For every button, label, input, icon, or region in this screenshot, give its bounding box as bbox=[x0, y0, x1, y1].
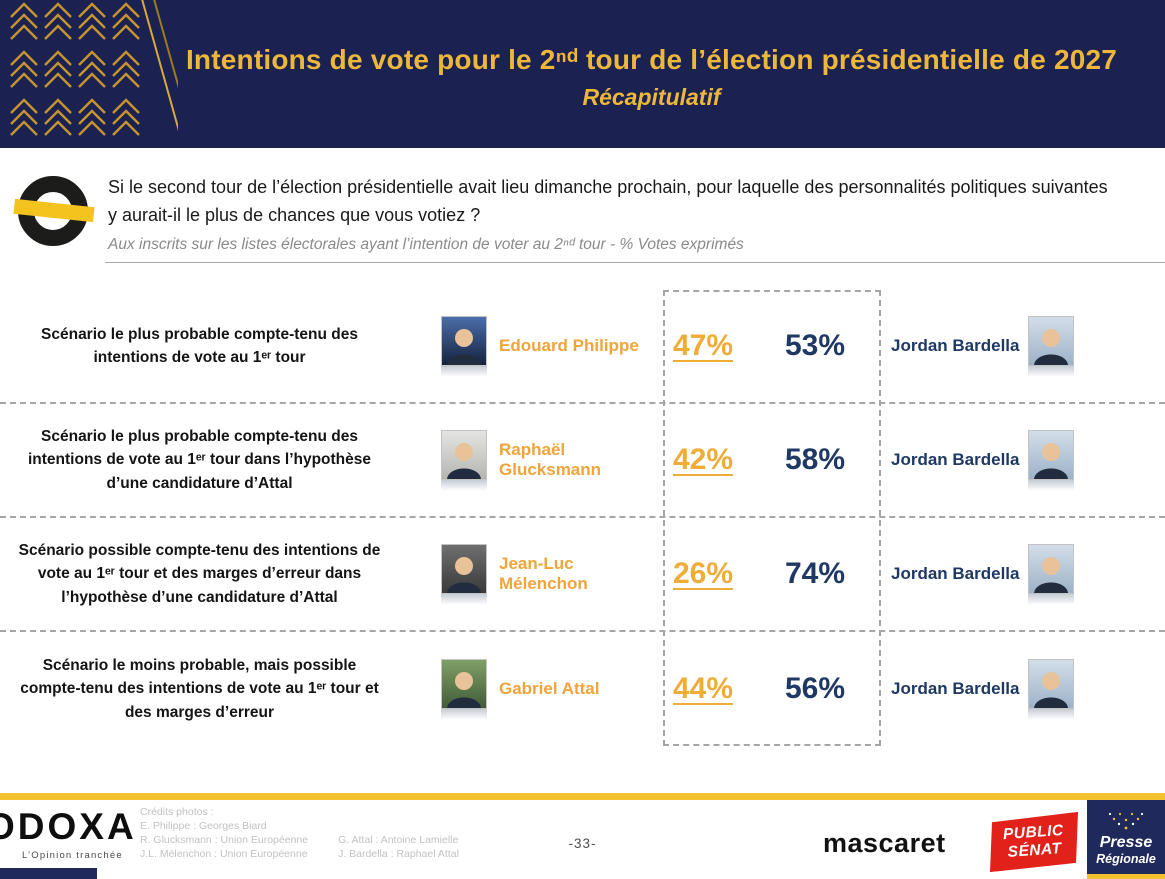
candidate-name-right: Jordan Bardella bbox=[891, 450, 1020, 469]
page-subtitle: Récapitulatif bbox=[582, 83, 721, 110]
candidate-name-left: Jean-Luc Mélenchon bbox=[499, 554, 588, 593]
header-titles: Intentions de vote pour le 2ⁿᵈ tour de l… bbox=[178, 0, 1165, 148]
photo-reflection bbox=[1028, 365, 1074, 377]
candidate-photo-right bbox=[1028, 429, 1074, 491]
candidate-photo-right bbox=[1028, 543, 1074, 605]
mascaret-logo: mascaret bbox=[823, 828, 946, 858]
candidate-pct-left: 42% bbox=[672, 443, 734, 476]
candidate-pct-right: 58% bbox=[784, 443, 846, 476]
credit-line: J. Bardella : Raphael Attal bbox=[338, 847, 459, 860]
credits-title: Crédits photos : bbox=[140, 806, 214, 818]
credit-line: R. Glucksmann : Union Européenne bbox=[140, 833, 309, 846]
credit-line: G. Attal : Antoine Lamielle bbox=[338, 834, 459, 846]
scenario-label: Scénario possible compte-tenu des intent… bbox=[18, 542, 381, 606]
credit-line: E. Philippe : Georges Biard bbox=[140, 819, 267, 832]
photo-reflection bbox=[441, 593, 487, 605]
bottom-right-gold-strip bbox=[1087, 874, 1165, 879]
scenario-label: Scénario le plus probable compte-tenu de… bbox=[41, 325, 358, 366]
photo-reflection bbox=[441, 708, 487, 720]
public-senat-line2: SÉNAT bbox=[1007, 840, 1063, 861]
candidate-photo-right bbox=[1028, 315, 1074, 377]
presse-regionale-line2: Régionale bbox=[1096, 852, 1156, 866]
scenario-label: Scénario le plus probable compte-tenu de… bbox=[27, 428, 372, 492]
photo-reflection bbox=[1028, 708, 1074, 720]
question-texts: Si le second tour de l’élection présiden… bbox=[108, 172, 1118, 254]
page-number: -33- bbox=[568, 836, 597, 851]
scenario-label: Scénario le moins probable, mais possibl… bbox=[20, 657, 379, 721]
results-table: Scénario le plus probable compte-tenu de… bbox=[0, 290, 1165, 746]
matchup-row-1: Scénario le plus probable compte-tenu de… bbox=[0, 290, 1165, 404]
question-note: Aux inscrits sur les listes électorales … bbox=[108, 235, 744, 253]
candidate-pct-right: 53% bbox=[784, 329, 846, 362]
candidate-photo-left bbox=[441, 543, 487, 605]
question-text: Si le second tour de l’élection présiden… bbox=[108, 177, 1108, 225]
footer-gold-bar bbox=[0, 793, 1165, 800]
candidate-name-left: Edouard Philippe bbox=[499, 336, 639, 355]
odoxa-logo-text: ODOXA bbox=[0, 806, 137, 847]
public-senat-logo: PUBLIC SÉNAT bbox=[986, 812, 1082, 872]
header-banner: Intentions de vote pour le 2ⁿᵈ tour de l… bbox=[0, 0, 1165, 148]
candidate-pct-left: 47% bbox=[672, 329, 734, 362]
photo-credits: Crédits photos : E. Philippe : Georges B… bbox=[140, 806, 459, 862]
candidate-name-right: Jordan Bardella bbox=[891, 679, 1020, 698]
candidate-photo-left bbox=[441, 429, 487, 491]
candidate-name-left: Raphaël Glucksmann bbox=[499, 440, 602, 479]
presse-regionale-logo: Presse Régionale bbox=[1087, 800, 1165, 874]
candidate-pct-right: 56% bbox=[784, 672, 846, 705]
matchup-row-3: Scénario possible compte-tenu des intent… bbox=[0, 518, 1165, 632]
matchup-row-2: Scénario le plus probable compte-tenu de… bbox=[0, 404, 1165, 518]
candidate-pct-left: 44% bbox=[672, 672, 734, 705]
photo-credits-col1: Crédits photos : E. Philippe : Georges B… bbox=[140, 806, 308, 862]
credit-line: J.L. Mélenchon : Union Européenne bbox=[140, 847, 308, 860]
candidate-photo-left bbox=[441, 315, 487, 377]
candidate-pct-left: 26% bbox=[672, 557, 734, 590]
bottom-left-navy-block bbox=[0, 868, 97, 879]
candidate-name-right: Jordan Bardella bbox=[891, 336, 1020, 355]
photo-credits-col2: G. Attal : Antoine Lamielle J. Bardella … bbox=[338, 806, 459, 862]
presse-regionale-dots-icon bbox=[1108, 813, 1144, 830]
odoxa-logo: ODOXA L’Opinion tranchée bbox=[0, 806, 137, 861]
candidate-photo-right bbox=[1028, 658, 1074, 720]
candidate-pct-right: 74% bbox=[784, 557, 846, 590]
odoxa-tagline: L’Opinion tranchée bbox=[22, 850, 123, 861]
photo-reflection bbox=[1028, 479, 1074, 491]
photo-reflection bbox=[1028, 593, 1074, 605]
photo-reflection bbox=[441, 479, 487, 491]
question-divider bbox=[105, 262, 1165, 263]
matchup-row-4: Scénario le moins probable, mais possibl… bbox=[0, 632, 1165, 746]
photo-reflection bbox=[441, 365, 487, 377]
page-title: Intentions de vote pour le 2ⁿᵈ tour de l… bbox=[185, 43, 1118, 75]
candidate-name-left: Gabriel Attal bbox=[499, 679, 600, 698]
presse-regionale-line1: Presse bbox=[1099, 834, 1153, 852]
odoxa-o-icon bbox=[13, 176, 95, 246]
candidate-photo-left bbox=[441, 658, 487, 720]
header-chevron-pattern bbox=[0, 0, 178, 148]
odoxa-o-band bbox=[13, 198, 95, 223]
candidate-name-right: Jordan Bardella bbox=[891, 564, 1020, 583]
question-section: Si le second tour de l’élection présiden… bbox=[13, 172, 1145, 254]
